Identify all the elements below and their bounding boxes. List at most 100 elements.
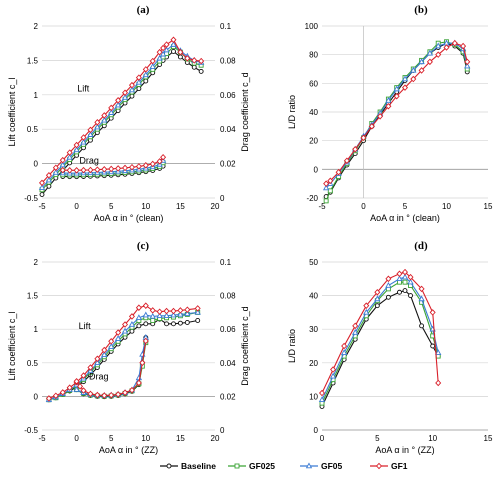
y2-tick-label: 0.08 <box>220 292 236 301</box>
data-point <box>115 391 122 398</box>
series-line <box>48 305 198 399</box>
y-axis-title: Lift coefficient c_l <box>7 312 17 381</box>
data-point <box>73 146 80 153</box>
y2-tick-label: 0.02 <box>220 160 236 169</box>
data-point <box>401 268 409 276</box>
data-point <box>121 94 129 100</box>
data-point <box>115 329 122 336</box>
legend-marker <box>305 462 313 469</box>
data-point <box>128 163 135 171</box>
data-point <box>156 54 163 61</box>
y-tick-label: 40 <box>309 292 318 301</box>
data-point <box>94 123 101 130</box>
annotation-label: Drag <box>79 156 99 166</box>
data-point <box>66 384 73 391</box>
y2-axis-title: Drag coefficient c_d <box>240 306 250 385</box>
data-point <box>80 166 87 174</box>
data-point <box>407 278 414 285</box>
data-point <box>393 85 400 92</box>
data-point <box>128 81 135 89</box>
legend-label: GF1 <box>391 461 408 471</box>
data-point <box>73 141 80 149</box>
y-tick-label: 1 <box>34 91 39 100</box>
legend-marker <box>375 462 383 470</box>
data-point <box>163 312 170 319</box>
data-point <box>393 92 400 100</box>
data-point <box>401 84 409 91</box>
data-point <box>410 75 417 83</box>
data-point <box>385 103 392 110</box>
data-point <box>114 335 122 341</box>
x-tick-label: 10 <box>141 434 150 443</box>
data-point <box>194 308 201 315</box>
series-line <box>325 42 468 197</box>
data-point <box>160 153 167 161</box>
data-point <box>108 343 115 349</box>
data-point <box>156 312 163 319</box>
y-axis-title: L/D ratio <box>287 329 297 363</box>
data-point <box>170 41 177 47</box>
data-point <box>327 188 333 194</box>
data-point <box>343 157 350 164</box>
data-point <box>101 351 108 357</box>
x-tick-label: 0 <box>74 202 79 211</box>
data-point <box>160 44 167 52</box>
x-tick-label: -5 <box>38 202 46 211</box>
data-point <box>352 329 359 335</box>
data-point <box>159 50 167 57</box>
data-point <box>46 183 52 189</box>
y-tick-label: 0.5 <box>27 125 39 134</box>
data-point <box>108 104 115 112</box>
data-point <box>397 289 402 295</box>
y2-tick-label: 0.1 <box>220 22 232 31</box>
data-point <box>195 318 201 323</box>
data-point <box>435 51 442 58</box>
data-point <box>171 49 176 54</box>
y-tick-label: 1.5 <box>27 56 39 65</box>
data-point <box>177 307 184 314</box>
data-point <box>323 180 330 187</box>
data-point <box>150 318 156 323</box>
data-point <box>385 281 392 288</box>
x-tick-label: -5 <box>318 202 326 211</box>
data-point <box>429 309 436 316</box>
data-point <box>142 337 149 345</box>
data-point <box>108 165 115 173</box>
data-point <box>94 359 101 366</box>
y-tick-label: 20 <box>309 359 318 368</box>
data-point <box>426 58 433 66</box>
series-gf1-left <box>318 268 442 397</box>
data-point <box>73 386 80 392</box>
data-point <box>87 390 94 398</box>
y-tick-label: 2 <box>34 22 39 31</box>
y-tick-label: 0 <box>314 426 319 435</box>
data-point <box>401 75 409 82</box>
x-tick-label: 10 <box>428 434 437 443</box>
y2-tick-label: 0 <box>220 194 225 203</box>
x-tick-label: 15 <box>484 434 493 443</box>
data-point <box>129 328 135 334</box>
data-point <box>115 97 122 104</box>
series-line <box>62 162 164 176</box>
x-tick-label: 20 <box>211 434 220 443</box>
x-tick-label: 10 <box>442 202 451 211</box>
x-tick-label: 5 <box>109 202 114 211</box>
data-point <box>163 46 170 53</box>
data-point <box>194 305 201 312</box>
data-point <box>156 158 163 165</box>
data-point <box>170 307 177 315</box>
data-point <box>443 44 450 51</box>
data-point <box>45 395 52 402</box>
y-tick-label: -0.5 <box>24 426 38 435</box>
data-point <box>149 160 156 168</box>
data-point <box>451 39 458 47</box>
y-tick-label: 80 <box>309 51 318 60</box>
y-tick-label: 0 <box>314 165 319 174</box>
y2-tick-label: 0 <box>220 426 225 435</box>
y-tick-label: 0 <box>34 392 39 401</box>
data-point <box>184 306 191 313</box>
annotation-label: Drag <box>89 372 109 382</box>
series-gf1-left <box>38 36 205 187</box>
data-point <box>143 78 149 84</box>
